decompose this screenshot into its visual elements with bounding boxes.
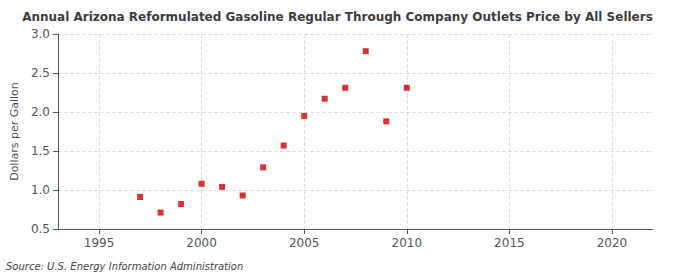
svg-text:Dollars per Gallon: Dollars per Gallon [8, 82, 21, 181]
svg-text:1.0: 1.0 [31, 183, 50, 197]
svg-text:0.5: 0.5 [31, 222, 50, 236]
svg-text:2005: 2005 [289, 236, 320, 250]
svg-text:2015: 2015 [494, 236, 525, 250]
svg-text:Source: U.S. Energy Informatio: Source: U.S. Energy Information Administ… [6, 261, 243, 272]
svg-text:2010: 2010 [392, 236, 423, 250]
svg-text:1.5: 1.5 [31, 144, 50, 158]
svg-text:2.5: 2.5 [31, 66, 50, 80]
svg-text:Annual Arizona Reformulated Ga: Annual Arizona Reformulated Gasoline Reg… [22, 10, 653, 24]
svg-text:3.0: 3.0 [31, 27, 50, 41]
svg-text:1995: 1995 [84, 236, 115, 250]
svg-text:2020: 2020 [597, 236, 628, 250]
svg-text:2.0: 2.0 [31, 105, 50, 119]
svg-text:2000: 2000 [186, 236, 217, 250]
